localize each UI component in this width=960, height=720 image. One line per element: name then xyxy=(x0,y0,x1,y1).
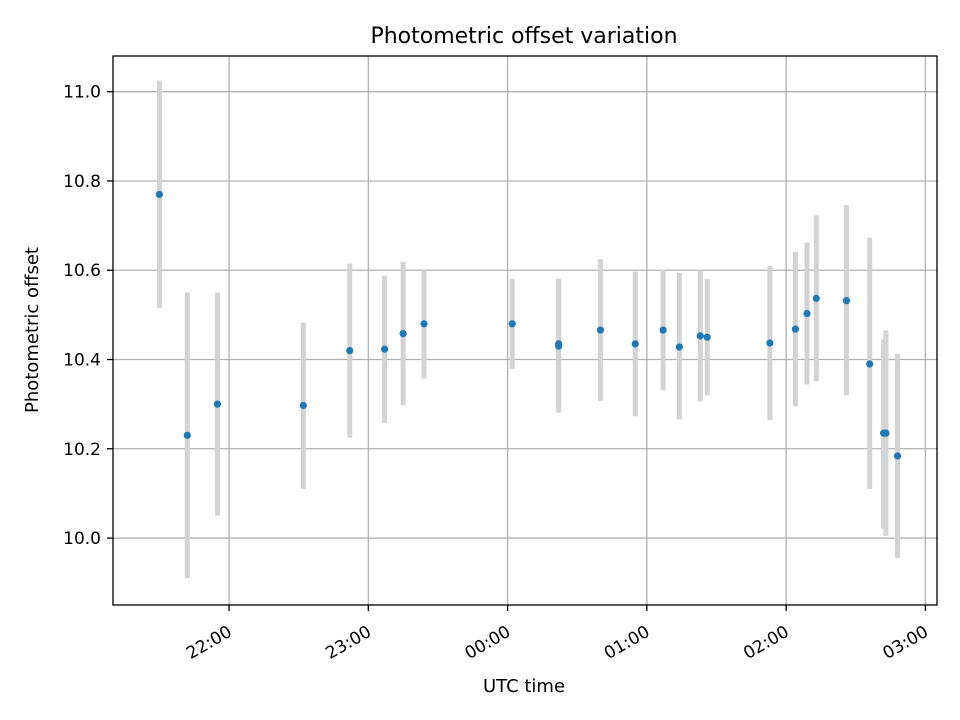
data-point xyxy=(803,309,811,318)
y-tick-label: 11.0 xyxy=(63,83,101,103)
plot-frame xyxy=(112,55,938,606)
data-point xyxy=(155,190,164,198)
x-tick-label: 02:00 xyxy=(740,622,792,664)
chart-title: Photometric offset variation xyxy=(370,24,677,49)
y-tick-label: 10.6 xyxy=(63,261,101,281)
data-point xyxy=(812,294,820,302)
x-tick-label: 03:00 xyxy=(879,622,931,664)
y-axis-label: Photometric offset xyxy=(22,247,43,413)
x-tick-label: 00:00 xyxy=(462,622,514,664)
data-point xyxy=(555,342,563,350)
data-point xyxy=(696,332,704,340)
x-axis-label: UTC time xyxy=(483,676,565,697)
data-point xyxy=(508,320,516,328)
data-point xyxy=(703,333,711,341)
data-point xyxy=(213,400,222,408)
data-point xyxy=(866,360,874,368)
data-point xyxy=(893,452,902,460)
data-points xyxy=(155,190,902,460)
y-tick-label: 10.2 xyxy=(63,440,101,460)
data-point xyxy=(183,431,191,439)
data-point xyxy=(346,346,354,355)
x-tick-label: 22:00 xyxy=(183,622,235,664)
y-axis: 10.0 10.2 10.4 10.6 10.8 11.0 xyxy=(63,83,113,549)
y-tick-label: 10.8 xyxy=(63,172,101,192)
data-point xyxy=(675,343,683,351)
data-point xyxy=(880,429,888,437)
data-point xyxy=(299,401,307,410)
data-point xyxy=(596,326,605,334)
data-point xyxy=(842,296,851,305)
data-point xyxy=(380,345,389,353)
data-point xyxy=(791,325,800,333)
y-tick-label: 10.0 xyxy=(63,529,101,549)
error-bars xyxy=(156,80,901,579)
x-tick-label: 23:00 xyxy=(322,622,374,664)
y-tick-label: 10.4 xyxy=(63,351,101,371)
data-point xyxy=(420,320,428,328)
x-tick-label: 01:00 xyxy=(601,622,653,664)
data-point xyxy=(659,326,667,334)
x-axis: 22:00 23:00 00:00 01:00 02:00 03:00 xyxy=(183,605,932,664)
data-point xyxy=(631,340,639,348)
data-point xyxy=(766,339,774,347)
grid xyxy=(113,56,937,605)
data-point xyxy=(399,330,407,338)
